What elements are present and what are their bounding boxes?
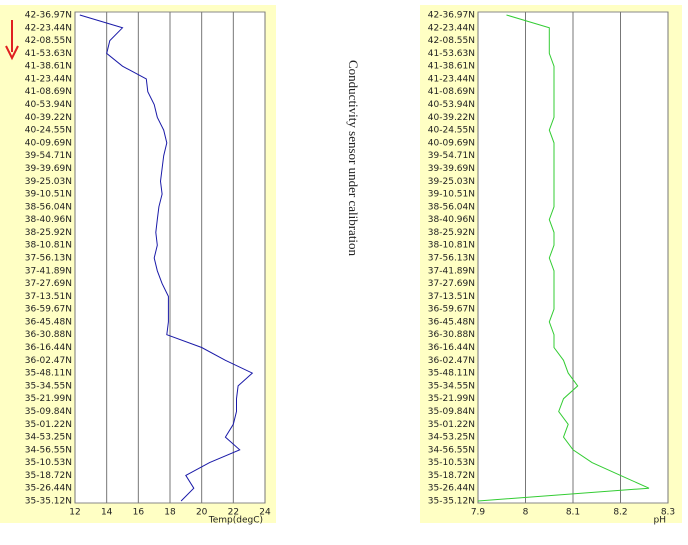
y-tick-label: 35-18.72N [25, 471, 72, 481]
y-tick-label: 37-41.89N [428, 266, 475, 276]
y-tick-label: 39-54.71N [25, 151, 72, 161]
y-tick-label: 37-56.13N [428, 254, 475, 264]
y-tick-label: 38-40.96N [428, 215, 475, 225]
y-tick-label: 40-24.55N [428, 126, 475, 136]
y-tick-label: 34-56.55N [25, 445, 72, 455]
x-tick-label: 16 [133, 508, 145, 518]
x-tick-label: 12 [69, 508, 80, 518]
y-tick-label: 36-02.47N [25, 356, 72, 366]
y-tick-label: 42-36.97N [25, 11, 72, 21]
y-tick-label: 42-08.55N [428, 36, 475, 46]
y-tick-label: 35-34.55N [25, 381, 72, 391]
arrow [5, 20, 19, 61]
x-tick-label: 8.1 [566, 508, 580, 518]
y-tick-label: 34-53.25N [25, 433, 72, 443]
y-tick-label: 40-39.22N [428, 113, 475, 123]
y-tick-label: 35-48.11N [428, 369, 475, 379]
y-tick-label: 39-10.51N [428, 190, 475, 200]
y-tick-label: 41-53.63N [428, 49, 475, 59]
y-tick-label: 39-10.51N [25, 190, 72, 200]
x-tick-label: 8.2 [613, 508, 627, 518]
y-tick-label: 36-30.88N [428, 330, 475, 340]
y-tick-label: 35-09.84N [25, 407, 72, 417]
data-line [477, 14, 650, 502]
y-tick-label: 35-21.99N [25, 394, 72, 404]
y-tick-label: 35-10.53N [428, 458, 475, 468]
y-tick-label: 40-53.94N [25, 100, 72, 110]
y-tick-label: 38-40.96N [25, 215, 72, 225]
y-tick-label: 35-10.53N [25, 458, 72, 468]
y-tick-label: 40-39.22N [25, 113, 72, 123]
y-tick-label: 41-23.44N [25, 74, 72, 84]
y-tick-label: 39-39.69N [25, 164, 72, 174]
y-tick-label: 36-59.67N [25, 305, 72, 315]
y-tick-label: 36-30.88N [25, 330, 72, 340]
y-tick-label: 34-56.55N [428, 445, 475, 455]
x-tick-label: 14 [101, 508, 113, 518]
y-tick-label: 38-25.92N [25, 228, 72, 238]
y-tick-label: 35-48.11N [25, 369, 72, 379]
y-tick-label: 35-26.44N [25, 484, 72, 494]
y-tick-label: 40-53.94N [428, 100, 475, 110]
y-tick-label: 41-23.44N [428, 74, 475, 84]
y-tick-label: 38-56.04N [25, 202, 72, 212]
y-tick-label: 38-10.81N [428, 241, 475, 251]
y-tick-label: 39-39.69N [428, 164, 475, 174]
y-tick-label: 36-59.67N [428, 305, 475, 315]
y-tick-label: 35-01.22N [428, 420, 475, 430]
y-tick-label: 42-23.44N [25, 23, 72, 33]
y-tick-label: 41-38.61N [428, 62, 475, 72]
y-tick-label: 35-18.72N [428, 471, 475, 481]
x-tick-label: 7.9 [471, 508, 486, 518]
x-axis-label: pH [654, 516, 666, 526]
y-tick-label: 41-38.61N [25, 62, 72, 72]
y-tick-label: 36-02.47N [428, 356, 475, 366]
y-tick-label: 37-27.69N [25, 279, 72, 289]
y-tick-label: 41-53.63N [25, 49, 72, 59]
y-tick-label: 37-41.89N [25, 266, 72, 276]
y-tick-label: 37-27.69N [428, 279, 475, 289]
y-tick-label: 36-45.48N [428, 317, 475, 327]
y-tick-label: 35-34.55N [428, 381, 475, 391]
x-tick-label: 18 [164, 508, 176, 518]
y-tick-label: 37-56.13N [25, 254, 72, 264]
y-tick-label: 35-35.12N [25, 497, 72, 507]
y-tick-label: 35-21.99N [428, 394, 475, 404]
y-tick-label: 40-09.69N [25, 138, 72, 148]
y-tick-label: 40-09.69N [428, 138, 475, 148]
y-tick-label: 36-16.44N [428, 343, 475, 353]
y-tick-label: 38-10.81N [25, 241, 72, 251]
y-tick-label: 37-13.51N [428, 292, 475, 302]
y-tick-label: 35-26.44N [428, 484, 475, 494]
y-tick-label: 35-09.84N [428, 407, 475, 417]
y-tick-label: 39-25.03N [25, 177, 72, 187]
y-tick-label: 39-25.03N [428, 177, 475, 187]
y-tick-label: 38-25.92N [428, 228, 475, 238]
x-axis-label: Temp(degC) [208, 516, 263, 526]
x-tick-label: 24 [259, 508, 271, 518]
y-tick-label: 35-01.22N [25, 420, 72, 430]
y-tick-label: 36-16.44N [25, 343, 72, 353]
annotation: Conductivity sensor under calibration [346, 60, 361, 257]
y-tick-label: 38-56.04N [428, 202, 475, 212]
y-tick-label: 42-23.44N [428, 23, 475, 33]
y-tick-label: 39-54.71N [428, 151, 475, 161]
y-tick-label: 41-08.69N [25, 87, 72, 97]
y-tick-label: 36-45.48N [25, 317, 72, 327]
x-tick-label: 8.3 [661, 508, 675, 518]
y-tick-label: 34-53.25N [428, 433, 475, 443]
y-tick-label: 41-08.69N [428, 87, 475, 97]
x-tick-label: 8 [523, 508, 529, 518]
x-tick-label: 20 [196, 508, 208, 518]
y-tick-label: 35-35.12N [428, 497, 475, 507]
x-tick-label: 22 [228, 508, 239, 518]
y-tick-label: 40-24.55N [25, 126, 72, 136]
y-tick-label: 42-08.55N [25, 36, 72, 46]
y-tick-label: 42-36.97N [428, 11, 475, 21]
data-line [79, 14, 254, 502]
y-tick-label: 37-13.51N [25, 292, 72, 302]
